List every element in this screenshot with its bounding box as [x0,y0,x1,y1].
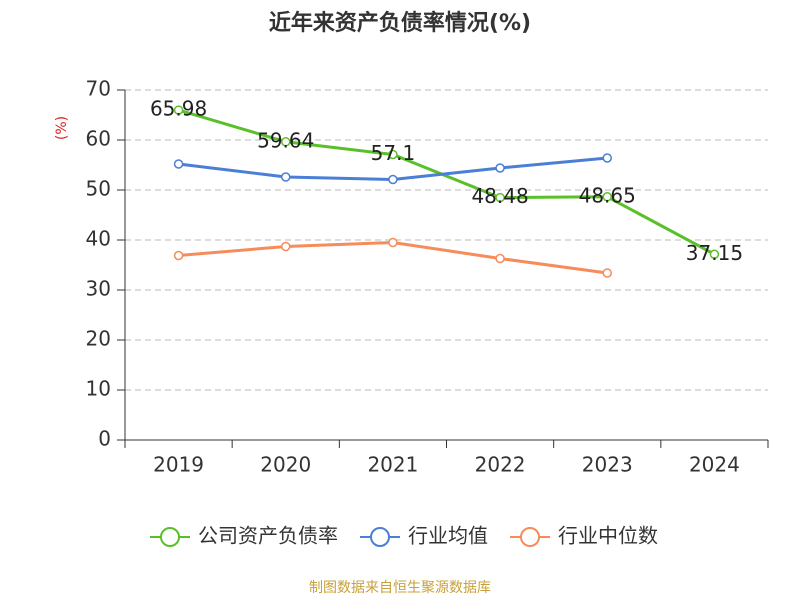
data-point [388,149,398,160]
data-label: 57.1 [371,141,416,165]
x-tick-label: 2022 [475,453,526,477]
y-tick-label: 40 [86,227,111,251]
y-tick-label: 10 [86,377,111,401]
x-tick-label: 2021 [367,453,418,477]
y-axis-label: (%) [54,116,70,140]
data-point [281,172,291,182]
data-point [173,105,184,115]
legend-label: 公司资产负债率 [198,524,338,548]
data-point [602,153,612,163]
x-tick-label: 2023 [582,453,633,477]
data-point [495,192,505,203]
data-point [173,250,184,261]
x-tick-label: 2019 [153,453,204,477]
data-point [281,137,291,147]
legend-marker [160,527,180,547]
data-point [602,192,612,202]
data-label: 37.15 [686,241,743,265]
data-point [388,174,398,185]
y-tick-label: 60 [86,127,111,151]
data-label: 65.98 [150,97,207,121]
y-tick-label: 70 [86,77,111,101]
data-point [173,159,184,169]
series-line [178,108,716,256]
data-point [602,268,612,278]
data-point [281,241,291,252]
data-point [495,163,505,173]
y-tick-label: 20 [86,327,111,351]
y-tick-label: 50 [86,177,111,201]
source-note: 制图数据来自恒生聚源数据库 [309,580,491,596]
legend-label: 行业中位数 [558,524,658,548]
data-label: 48.48 [471,184,528,208]
legend-marker [520,527,540,547]
data-label: 48.65 [579,183,636,207]
data-point [709,249,720,259]
x-tick-label: 2024 [689,453,740,477]
legend-marker [370,527,390,547]
y-tick-label: 30 [86,277,111,301]
data-point [388,237,398,248]
data-point [495,253,505,264]
y-tick-label: 0 [98,427,111,451]
chart-title: 近年来资产负债率情况(%) [269,10,531,36]
data-label: 59.64 [257,128,314,152]
x-tick-label: 2020 [260,453,311,477]
legend-label: 行业均值 [408,524,488,548]
